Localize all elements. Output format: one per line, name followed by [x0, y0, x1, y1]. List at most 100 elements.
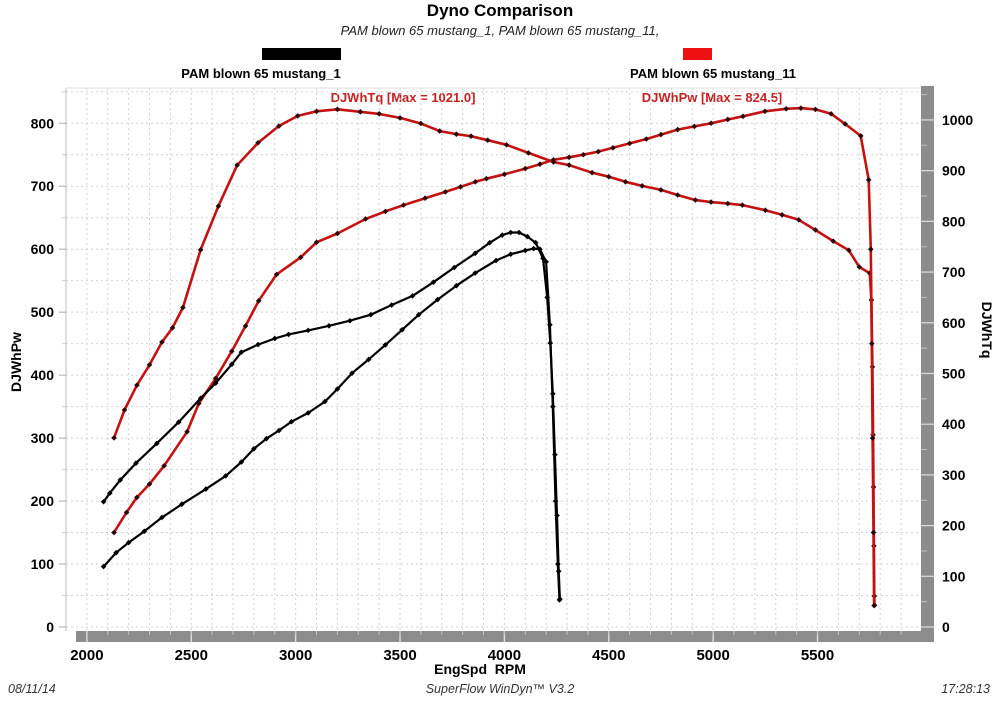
series-mustang_11-DJWhTq-marker [169, 325, 176, 331]
series-mustang_11-DJWhPw-marker [658, 131, 664, 138]
series-mustang_1-DJWhPw-marker [472, 270, 478, 276]
series-mustang_11-DJWhPw-marker [334, 230, 341, 237]
series-mustang_1-DJWhPw-marker [322, 398, 328, 405]
series-mustang_1-DJWhPw-marker [113, 549, 119, 556]
series-mustang_1-DJWhPw-marker [203, 486, 209, 492]
series-mustang_1-DJWhPw-marker [543, 258, 549, 265]
series-mustang_11-DJWhTq-marker [639, 183, 645, 189]
series-mustang_11-DJWhPw-marker [255, 298, 262, 304]
series-mustang_11-DJWhPw-marker [867, 246, 874, 252]
series-mustang_1-DJWhTq-marker [117, 477, 124, 483]
series-mustang_11-DJWhTq-marker [436, 128, 443, 134]
series-mustang_1-DJWhPw-marker [263, 435, 270, 442]
series-mustang_11-DJWhPw-marker [798, 105, 804, 111]
legend-label-mustang-11: PAM blown 65 mustang_11 [630, 66, 796, 81]
series-mustang_1-DJWhPw-marker [550, 403, 556, 410]
series-mustang_1-DJWhPw-marker [251, 446, 257, 452]
series-mustang_1-DJWhTq-marker [271, 335, 278, 342]
series-mustang_11-DJWhTq-marker [503, 141, 510, 148]
series-mustang_1-DJWhTq-marker [285, 331, 292, 338]
x-axis-tick-label: 4500 [592, 647, 625, 664]
right-axis-tick-label: 500 [942, 365, 966, 381]
series-mustang_1-DJWhPw-marker [159, 514, 165, 521]
series-mustang_1-DJWhPw-marker [179, 501, 185, 508]
left-axis-tick-label: 700 [31, 178, 55, 194]
page-title: Dyno Comparison [426, 1, 574, 20]
right-axis-tick-label: 600 [942, 315, 966, 331]
footer-app: SuperFlow WinDyn™ V3.2 [425, 682, 575, 696]
series-mustang_11-DJWhTq-marker [468, 133, 474, 139]
series-mustang_1-DJWhPw-marker [434, 296, 441, 303]
series-mustang_1-DJWhPw-marker [125, 539, 132, 546]
series-mustang_11-DJWhPw-marker [313, 239, 320, 246]
series-mustang_11-DJWhPw-marker [857, 133, 864, 139]
left-axis-tick-label: 400 [31, 367, 55, 383]
series-mustang_11-DJWhTq-line [112, 108, 876, 607]
x-axis-label: EngSpd RPM [434, 661, 526, 677]
series-mustang_1-DJWhPw-marker [552, 498, 559, 504]
series-mustang_1-DJWhTq-marker [516, 229, 522, 236]
x-axis-tick-label: 3000 [279, 647, 312, 664]
right-axis-tick-label: 1000 [942, 112, 973, 128]
series-mustang_1-DJWhTq-marker [347, 317, 353, 324]
series-mustang_11-DJWhTq-marker [708, 199, 714, 205]
series-mustang_1-DJWhPw-marker [555, 561, 561, 567]
series-mustang_1-DJWhPw-marker [493, 257, 499, 264]
series-mustang_1-DJWhPw-marker [288, 418, 295, 425]
right-axis-label: DJWhTq [979, 301, 995, 359]
x-axis-tick-label: 5500 [801, 647, 834, 664]
series-mustang_11-DJWhPw-marker [643, 136, 650, 142]
series-mustang_11-DJWhTq-marker [846, 247, 852, 254]
series-mustang_11-DJWhPw-marker [134, 494, 140, 501]
series-mustang_1-DJWhPw-marker [382, 342, 389, 348]
series-mustang_11-DJWhTq-marker [313, 108, 320, 115]
series-mustang_11-DJWhPw-marker [472, 179, 479, 185]
series-mustang_11-DJWhPw-marker [871, 602, 877, 609]
series-mustang_11-DJWhPw-marker [457, 184, 464, 190]
series-mustang_11-DJWhTq-marker [830, 238, 836, 244]
series-mustang_11-DJWhPw-marker [537, 161, 543, 167]
page-subtitle: PAM blown 65 mustang_1, PAM blown 65 mus… [340, 23, 660, 38]
series-mustang_1-DJWhPw-marker [100, 563, 107, 570]
series-mustang_11-DJWhTq-marker [724, 200, 731, 207]
series-mustang_11-DJWhPw-marker [442, 189, 449, 195]
series-mustang_11-DJWhPw-marker [161, 463, 167, 469]
series-mustang_1-DJWhPw-marker [349, 370, 355, 377]
series-mustang_11-DJWhTq-marker [692, 197, 699, 203]
series-mustang_1-DJWhTq-marker [305, 327, 311, 334]
series-mustang_11-DJWhPw-marker [708, 120, 714, 127]
series-mustang_11-DJWhTq-marker [739, 202, 746, 208]
series-mustang_11-DJWhPw-marker [595, 148, 602, 155]
series-mustang_11-DJWhTq-marker [484, 137, 491, 144]
series-mustang_1-DJWhTq-marker [100, 498, 107, 505]
series-mustang_11-DJWhPw-marker [297, 254, 304, 261]
series-mustang_1-DJWhTq-marker [154, 440, 160, 447]
series-mustang_11-DJWhTq-marker [357, 109, 364, 115]
series-mustang_11-DJWhPw-marker [865, 177, 872, 183]
series-mustang_11-DJWhTq-marker [215, 203, 222, 209]
series-mustang_1-DJWhTq-marker [409, 293, 416, 299]
series-mustang_11-DJWhPw-marker [783, 105, 790, 112]
series-mustang_11-DJWhPw-marker [195, 400, 202, 407]
series-mustang_11-DJWhTq-marker [762, 207, 769, 214]
series-mustang_11-DJWhPw-marker [626, 140, 633, 147]
right-axis-bar [921, 86, 934, 632]
right-axis-tick-label: 300 [942, 467, 966, 483]
series-mustang_11-DJWhPw-marker [212, 375, 219, 382]
left-axis-tick-label: 100 [31, 556, 55, 572]
series-mustang_11-DJWhTq-marker [134, 382, 140, 388]
series-mustang_1-DJWhPw-line [102, 247, 561, 601]
series-mustang_1-DJWhTq-marker [367, 311, 374, 318]
series-mustang_11-DJWhTq-marker [376, 111, 382, 117]
series-mustang_11-DJWhTq-marker [856, 264, 863, 270]
series-mustang_1-DJWhPw-marker [365, 356, 372, 363]
series-mustang_1-DJWhTq-marker [238, 349, 245, 355]
series-mustang_11-DJWhPw-line [112, 106, 876, 607]
right-axis-tick-label: 200 [942, 518, 966, 534]
series-mustang_11-DJWhTq-marker [622, 179, 629, 185]
series-mustang_11-DJWhPw-marker [869, 435, 876, 441]
series-mustang_1-DJWhPw-marker [305, 410, 311, 416]
series-mustang_11-DJWhPw-marker [242, 323, 249, 329]
series-mustang_11-DJWhPw-marker [762, 108, 768, 115]
